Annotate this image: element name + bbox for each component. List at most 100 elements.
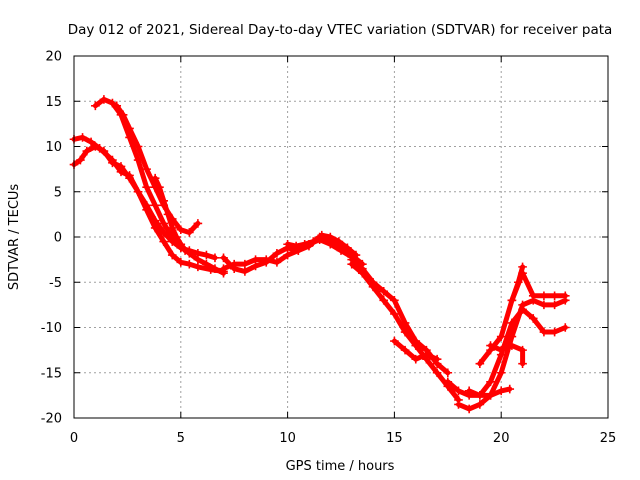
data-point: [507, 318, 517, 328]
data-point: [193, 219, 203, 228]
data-point: [272, 258, 282, 267]
y-tick-label: -10: [41, 321, 62, 336]
data-point: [454, 400, 463, 409]
data-point: [513, 277, 523, 287]
series-arc-13: [464, 305, 570, 400]
data-point: [272, 248, 282, 258]
data-point: [91, 101, 100, 111]
data-point: [518, 345, 527, 355]
data-point: [99, 95, 109, 104]
data-point: [210, 264, 220, 273]
data-point: [486, 391, 495, 400]
x-tick-label: 15: [386, 431, 403, 446]
data-point: [76, 155, 85, 165]
data-point: [432, 354, 442, 364]
data-point: [475, 391, 485, 400]
data-point: [82, 146, 92, 156]
data-point: [229, 264, 239, 273]
series-trace: [466, 306, 568, 398]
data-point: [400, 318, 410, 328]
data-point: [91, 142, 100, 151]
data-point: [454, 386, 463, 396]
data-point: [125, 124, 134, 133]
data-point: [550, 300, 559, 310]
data-point: [560, 291, 570, 301]
data-point: [99, 146, 109, 156]
data-point: [411, 341, 421, 350]
y-tick-labels: -20 -15 -10 -5 0 5 10 15 20: [41, 50, 62, 427]
data-point: [86, 137, 96, 147]
data-point: [180, 246, 190, 255]
data-point: [291, 241, 301, 251]
data-point: [334, 237, 344, 246]
data-point: [159, 228, 169, 237]
data-point: [108, 158, 117, 168]
y-tick-label: -20: [41, 412, 62, 427]
data-point: [125, 173, 134, 183]
data-point: [240, 259, 250, 269]
chart-title: Day 012 of 2021, Sidereal Day-to-day VTE…: [68, 22, 613, 38]
data-point: [505, 384, 515, 394]
data-point: [496, 345, 506, 355]
data-point: [379, 287, 389, 296]
series-arc-16: [443, 377, 515, 400]
data-point: [390, 309, 399, 319]
data-point: [142, 164, 151, 174]
data-point: [150, 223, 160, 233]
data-point: [219, 253, 228, 263]
data-point: [308, 237, 318, 246]
data-point: [358, 268, 367, 278]
data-point: [486, 377, 495, 387]
series-arc-15: [486, 341, 527, 368]
x-tick-label: 5: [177, 431, 185, 446]
data-point: [368, 282, 378, 292]
data-point: [202, 250, 211, 260]
data-series: [69, 95, 570, 414]
data-point: [159, 196, 169, 206]
data-point: [507, 341, 517, 350]
data-point: [443, 377, 453, 387]
y-tick-label: 5: [54, 185, 62, 200]
data-point: [185, 259, 194, 269]
x-tick-label: 25: [600, 431, 617, 446]
data-point: [176, 225, 186, 235]
grid-lines: [74, 56, 608, 418]
data-point: [283, 239, 292, 249]
data-point: [539, 291, 549, 301]
y-tick-label: 20: [45, 50, 62, 65]
y-tick-label: 15: [45, 95, 62, 110]
y-axis-label: SDTVAR / TECUs: [7, 184, 22, 291]
data-point: [159, 237, 169, 246]
data-point: [486, 341, 495, 350]
series-arc-4: [112, 101, 203, 237]
data-point: [518, 262, 527, 272]
y-tick-label: 0: [54, 231, 62, 246]
data-point: [464, 391, 474, 400]
data-point: [300, 239, 309, 249]
data-point: [210, 253, 220, 263]
series-arc-5: [150, 173, 190, 255]
data-point: [560, 323, 570, 332]
data-point: [133, 155, 143, 165]
series-arc-8: [283, 230, 361, 260]
series-trace: [71, 134, 218, 261]
data-point: [202, 259, 211, 269]
data-point: [133, 187, 143, 197]
data-point: [379, 296, 389, 305]
data-point: [193, 255, 203, 264]
data-point: [475, 400, 485, 409]
data-point: [550, 291, 559, 301]
data-point: [464, 404, 474, 414]
data-point: [343, 243, 352, 253]
data-point: [283, 250, 292, 260]
data-point: [400, 327, 410, 337]
data-point: [496, 386, 506, 396]
data-point: [347, 259, 356, 269]
data-point: [411, 354, 421, 364]
data-point: [150, 201, 160, 210]
data-point: [176, 239, 186, 249]
data-point: [326, 232, 335, 242]
data-point: [185, 228, 194, 237]
data-point: [400, 345, 410, 355]
